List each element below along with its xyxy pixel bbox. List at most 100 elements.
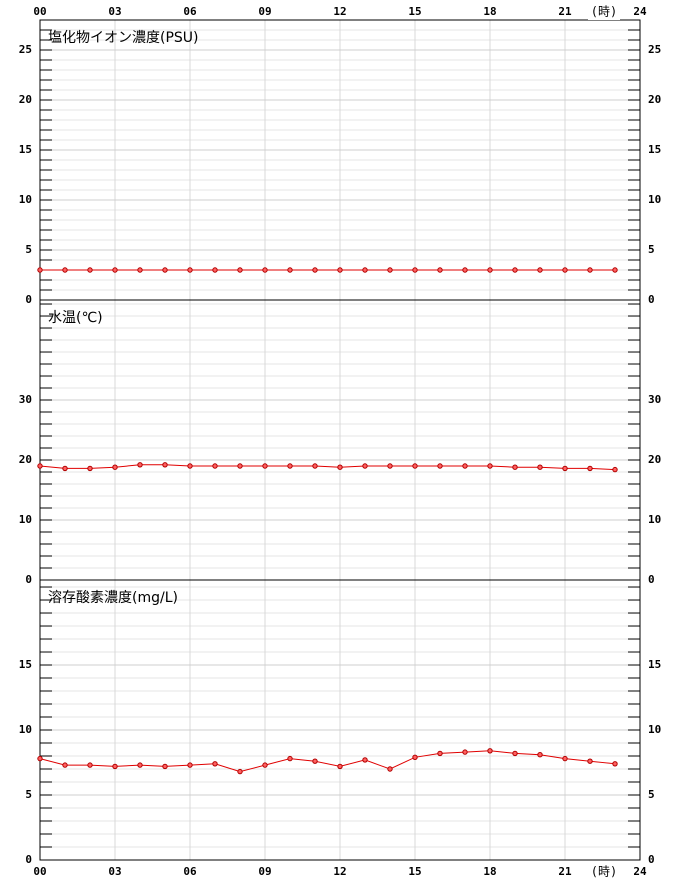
y-tick-label: 0	[25, 573, 32, 586]
x-tick-label: 06	[183, 5, 197, 18]
panel-title: 溶存酸素濃度(mg/L)	[48, 590, 178, 606]
data-point	[137, 462, 143, 468]
data-point	[362, 267, 368, 273]
data-point	[112, 267, 118, 273]
data-point	[37, 267, 43, 273]
data-point	[212, 761, 218, 767]
data-point	[162, 462, 168, 468]
data-point	[187, 267, 193, 273]
x-label-bg	[588, 4, 620, 20]
data-point	[537, 752, 543, 758]
data-point	[437, 463, 443, 469]
data-point	[587, 267, 593, 273]
x-tick-label: 00	[33, 5, 46, 18]
data-point	[362, 463, 368, 469]
x-tick-label: 18	[483, 865, 496, 878]
data-point	[487, 748, 493, 754]
y-tick-label: 10	[648, 513, 661, 526]
x-tick-label: 24	[633, 865, 647, 878]
data-point	[437, 267, 443, 273]
x-axis-label: (時)	[591, 5, 617, 19]
data-point	[587, 758, 593, 764]
data-point	[112, 763, 118, 770]
y-tick-label: 5	[25, 243, 32, 256]
data-point	[512, 750, 518, 757]
data-point	[387, 267, 393, 273]
y-tick-label: 30	[648, 393, 661, 406]
y-tick-label: 10	[648, 723, 661, 736]
data-point	[262, 463, 268, 469]
x-tick-label: 15	[408, 865, 421, 878]
data-point	[487, 463, 493, 469]
data-point	[362, 757, 368, 763]
x-tick-label: 03	[108, 865, 121, 878]
data-point	[237, 768, 243, 775]
x-tick-label: 21	[558, 865, 572, 878]
data-point	[512, 464, 518, 470]
x-tick-label: 09	[258, 5, 271, 18]
x-tick-label: 09	[258, 865, 271, 878]
data-point	[612, 466, 618, 473]
y-tick-label: 5	[648, 243, 655, 256]
y-tick-label: 25	[648, 43, 661, 56]
data-point	[537, 267, 543, 273]
x-label-bg	[588, 864, 620, 880]
data-point	[262, 762, 268, 768]
x-tick-label: 21	[558, 5, 572, 18]
data-point	[187, 762, 193, 768]
y-tick-label: 15	[19, 658, 32, 671]
y-tick-label: 20	[19, 93, 32, 106]
y-tick-label: 25	[19, 43, 32, 56]
data-point	[237, 463, 243, 469]
data-point	[62, 762, 68, 768]
data-point	[137, 267, 143, 273]
y-tick-label: 0	[25, 293, 32, 306]
data-point	[562, 267, 568, 273]
data-point	[187, 463, 193, 469]
x-axis-label: (時)	[591, 865, 617, 879]
x-tick-label: 06	[183, 865, 197, 878]
data-point	[237, 267, 243, 273]
data-point	[312, 758, 318, 764]
y-tick-label: 20	[648, 93, 661, 106]
data-line	[39, 464, 616, 471]
data-point	[87, 762, 93, 768]
data-point	[462, 267, 468, 273]
y-tick-label: 15	[648, 143, 661, 156]
y-tick-label: 15	[19, 143, 32, 156]
data-point	[162, 267, 168, 273]
y-tick-label: 0	[648, 293, 655, 306]
y-tick-label: 0	[648, 853, 655, 866]
data-point	[612, 267, 618, 273]
data-point	[462, 463, 468, 469]
data-point	[37, 463, 43, 469]
data-point	[437, 750, 443, 757]
data-point	[487, 267, 493, 273]
y-tick-label: 5	[25, 788, 32, 801]
panel-title: 塩化物イオン濃度(PSU)	[48, 30, 199, 46]
data-line	[39, 750, 616, 773]
data-point	[62, 465, 68, 472]
data-point	[462, 749, 468, 755]
y-tick-label: 0	[25, 853, 32, 866]
data-point	[312, 267, 318, 273]
data-point	[562, 465, 568, 472]
data-point	[387, 766, 393, 772]
data-point	[412, 267, 418, 273]
data-point	[287, 463, 293, 469]
y-tick-label: 10	[19, 723, 32, 736]
y-tick-label: 0	[648, 573, 655, 586]
data-point	[612, 761, 618, 767]
y-tick-label: 20	[648, 453, 661, 466]
data-point	[312, 463, 318, 469]
data-point	[137, 762, 143, 768]
panel-title: 水温(℃)	[48, 310, 103, 326]
data-point	[112, 464, 118, 470]
data-point	[287, 267, 293, 273]
data-point	[412, 463, 418, 469]
data-point	[87, 267, 93, 273]
x-tick-label: 15	[408, 5, 421, 18]
data-point	[212, 463, 218, 469]
plot-frame	[39, 579, 641, 861]
